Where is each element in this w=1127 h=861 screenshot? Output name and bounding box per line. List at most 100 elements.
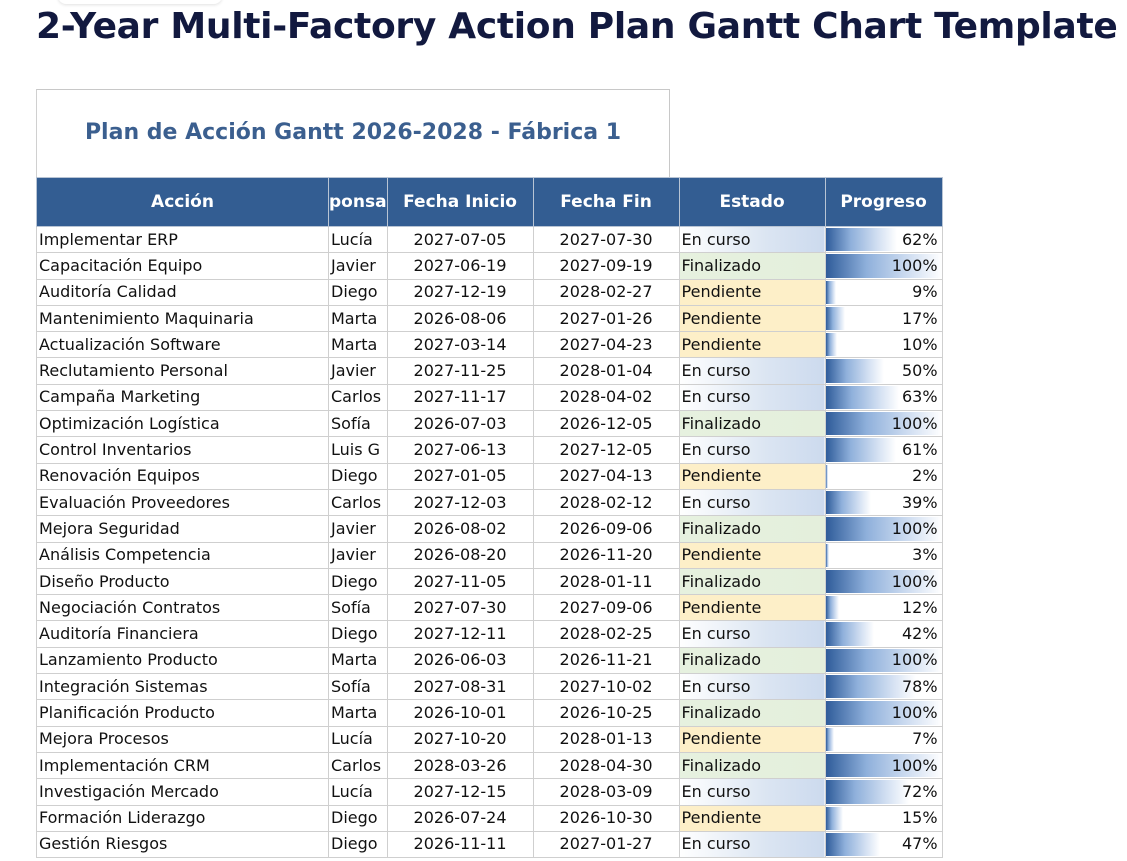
- cell-progreso[interactable]: 47%: [824, 830, 943, 859]
- cell-responsable[interactable]: Diego: [328, 567, 388, 596]
- cell-fecha-inicio[interactable]: 2028-03-26: [386, 751, 534, 780]
- cell-accion[interactable]: Mantenimiento Maquinaria: [36, 304, 329, 333]
- cell-estado[interactable]: En curso: [678, 225, 826, 254]
- cell-accion[interactable]: Investigación Mercado: [36, 778, 329, 806]
- cell-progreso[interactable]: 7%: [824, 725, 943, 753]
- cell-fecha-inicio[interactable]: 2027-10-20: [386, 725, 534, 753]
- cell-estado[interactable]: En curso: [678, 383, 826, 412]
- cell-estado[interactable]: En curso: [678, 488, 826, 517]
- cell-fecha-inicio[interactable]: 2027-12-15: [386, 778, 534, 806]
- cell-responsable[interactable]: Javier: [328, 357, 388, 385]
- cell-accion[interactable]: Evaluación Proveedores: [36, 488, 329, 517]
- cell-fecha-fin[interactable]: 2026-09-06: [532, 515, 680, 543]
- cell-fecha-inicio[interactable]: 2027-12-11: [386, 620, 534, 648]
- cell-accion[interactable]: Campaña Marketing: [36, 383, 329, 412]
- cell-progreso[interactable]: 2%: [824, 462, 943, 490]
- cell-accion[interactable]: Capacitación Equipo: [36, 252, 329, 280]
- cell-progreso[interactable]: 100%: [824, 751, 943, 780]
- cell-progreso[interactable]: 100%: [824, 410, 943, 438]
- cell-accion[interactable]: Auditoría Financiera: [36, 620, 329, 648]
- cell-responsable[interactable]: Sofía: [328, 673, 388, 701]
- cell-accion[interactable]: Optimización Logística: [36, 410, 329, 438]
- cell-responsable[interactable]: Marta: [328, 699, 388, 727]
- cell-accion[interactable]: Implementar ERP: [36, 225, 329, 254]
- cell-fecha-inicio[interactable]: 2026-06-03: [386, 646, 534, 675]
- cell-progreso[interactable]: 17%: [824, 304, 943, 333]
- cell-fecha-fin[interactable]: 2027-04-23: [532, 331, 680, 359]
- cell-fecha-inicio[interactable]: 2026-08-20: [386, 541, 534, 569]
- cell-responsable[interactable]: Diego: [328, 830, 388, 859]
- header-fecha-fin[interactable]: Fecha Fin: [532, 177, 680, 227]
- cell-accion[interactable]: Diseño Producto: [36, 567, 329, 596]
- cell-progreso[interactable]: 3%: [824, 541, 943, 569]
- cell-responsable[interactable]: Diego: [328, 620, 388, 648]
- cell-accion[interactable]: Planificación Producto: [36, 699, 329, 727]
- cell-fecha-fin[interactable]: 2026-11-20: [532, 541, 680, 569]
- cell-progreso[interactable]: 100%: [824, 646, 943, 675]
- cell-fecha-fin[interactable]: 2027-07-30: [532, 225, 680, 254]
- cell-accion[interactable]: Lanzamiento Producto: [36, 646, 329, 675]
- cell-responsable[interactable]: Marta: [328, 646, 388, 675]
- cell-accion[interactable]: Control Inventarios: [36, 436, 329, 464]
- cell-responsable[interactable]: Lucía: [328, 778, 388, 806]
- cell-fecha-inicio[interactable]: 2026-08-06: [386, 304, 534, 333]
- cell-fecha-inicio[interactable]: 2027-12-19: [386, 278, 534, 306]
- cell-fecha-inicio[interactable]: 2027-08-31: [386, 673, 534, 701]
- cell-fecha-inicio[interactable]: 2027-11-25: [386, 357, 534, 385]
- cell-estado[interactable]: Pendiente: [678, 804, 826, 832]
- cell-estado[interactable]: Finalizado: [678, 567, 826, 596]
- cell-estado[interactable]: Finalizado: [678, 515, 826, 543]
- cell-fecha-fin[interactable]: 2027-12-05: [532, 436, 680, 464]
- cell-progreso[interactable]: 63%: [824, 383, 943, 412]
- cell-progreso[interactable]: 100%: [824, 515, 943, 543]
- cell-progreso[interactable]: 72%: [824, 778, 943, 806]
- cell-progreso[interactable]: 50%: [824, 357, 943, 385]
- cell-estado[interactable]: Pendiente: [678, 541, 826, 569]
- cell-estado[interactable]: En curso: [678, 673, 826, 701]
- cell-fecha-fin[interactable]: 2028-01-11: [532, 567, 680, 596]
- cell-accion[interactable]: Actualización Software: [36, 331, 329, 359]
- cell-accion[interactable]: Negociación Contratos: [36, 594, 329, 622]
- cell-estado[interactable]: En curso: [678, 778, 826, 806]
- cell-estado[interactable]: En curso: [678, 620, 826, 648]
- cell-responsable[interactable]: Diego: [328, 804, 388, 832]
- cell-fecha-inicio[interactable]: 2027-03-14: [386, 331, 534, 359]
- cell-fecha-inicio[interactable]: 2026-10-01: [386, 699, 534, 727]
- cell-responsable[interactable]: Sofía: [328, 410, 388, 438]
- cell-estado[interactable]: Pendiente: [678, 594, 826, 622]
- cell-fecha-inicio[interactable]: 2026-08-02: [386, 515, 534, 543]
- cell-progreso[interactable]: 61%: [824, 436, 943, 464]
- cell-responsable[interactable]: Luis G: [328, 436, 388, 464]
- cell-accion[interactable]: Gestión Riesgos: [36, 830, 329, 859]
- header-estado[interactable]: Estado: [678, 177, 826, 227]
- cell-fecha-inicio[interactable]: 2027-06-19: [386, 252, 534, 280]
- cell-progreso[interactable]: 78%: [824, 673, 943, 701]
- cell-fecha-fin[interactable]: 2026-12-05: [532, 410, 680, 438]
- cell-responsable[interactable]: Sofía: [328, 594, 388, 622]
- cell-accion[interactable]: Análisis Competencia: [36, 541, 329, 569]
- cell-fecha-fin[interactable]: 2027-01-26: [532, 304, 680, 333]
- cell-fecha-fin[interactable]: 2028-04-30: [532, 751, 680, 780]
- cell-responsable[interactable]: Lucía: [328, 725, 388, 753]
- cell-fecha-fin[interactable]: 2026-11-21: [532, 646, 680, 675]
- cell-estado[interactable]: Pendiente: [678, 278, 826, 306]
- header-accion[interactable]: Acción: [36, 177, 329, 227]
- cell-responsable[interactable]: Javier: [328, 252, 388, 280]
- cell-fecha-inicio[interactable]: 2027-11-05: [386, 567, 534, 596]
- cell-accion[interactable]: Mejora Procesos: [36, 725, 329, 753]
- cell-estado[interactable]: Finalizado: [678, 751, 826, 780]
- cell-fecha-fin[interactable]: 2027-01-27: [532, 830, 680, 859]
- cell-fecha-fin[interactable]: 2028-01-04: [532, 357, 680, 385]
- cell-accion[interactable]: Reclutamiento Personal: [36, 357, 329, 385]
- cell-fecha-inicio[interactable]: 2027-07-05: [386, 225, 534, 254]
- header-progreso[interactable]: Progreso: [824, 177, 943, 227]
- cell-progreso[interactable]: 15%: [824, 804, 943, 832]
- cell-fecha-fin[interactable]: 2028-02-27: [532, 278, 680, 306]
- cell-progreso[interactable]: 100%: [824, 567, 943, 596]
- cell-accion[interactable]: Auditoría Calidad: [36, 278, 329, 306]
- cell-estado[interactable]: En curso: [678, 436, 826, 464]
- cell-fecha-fin[interactable]: 2028-04-02: [532, 383, 680, 412]
- cell-responsable[interactable]: Carlos: [328, 751, 388, 780]
- cell-progreso[interactable]: 39%: [824, 488, 943, 517]
- cell-estado[interactable]: Pendiente: [678, 304, 826, 333]
